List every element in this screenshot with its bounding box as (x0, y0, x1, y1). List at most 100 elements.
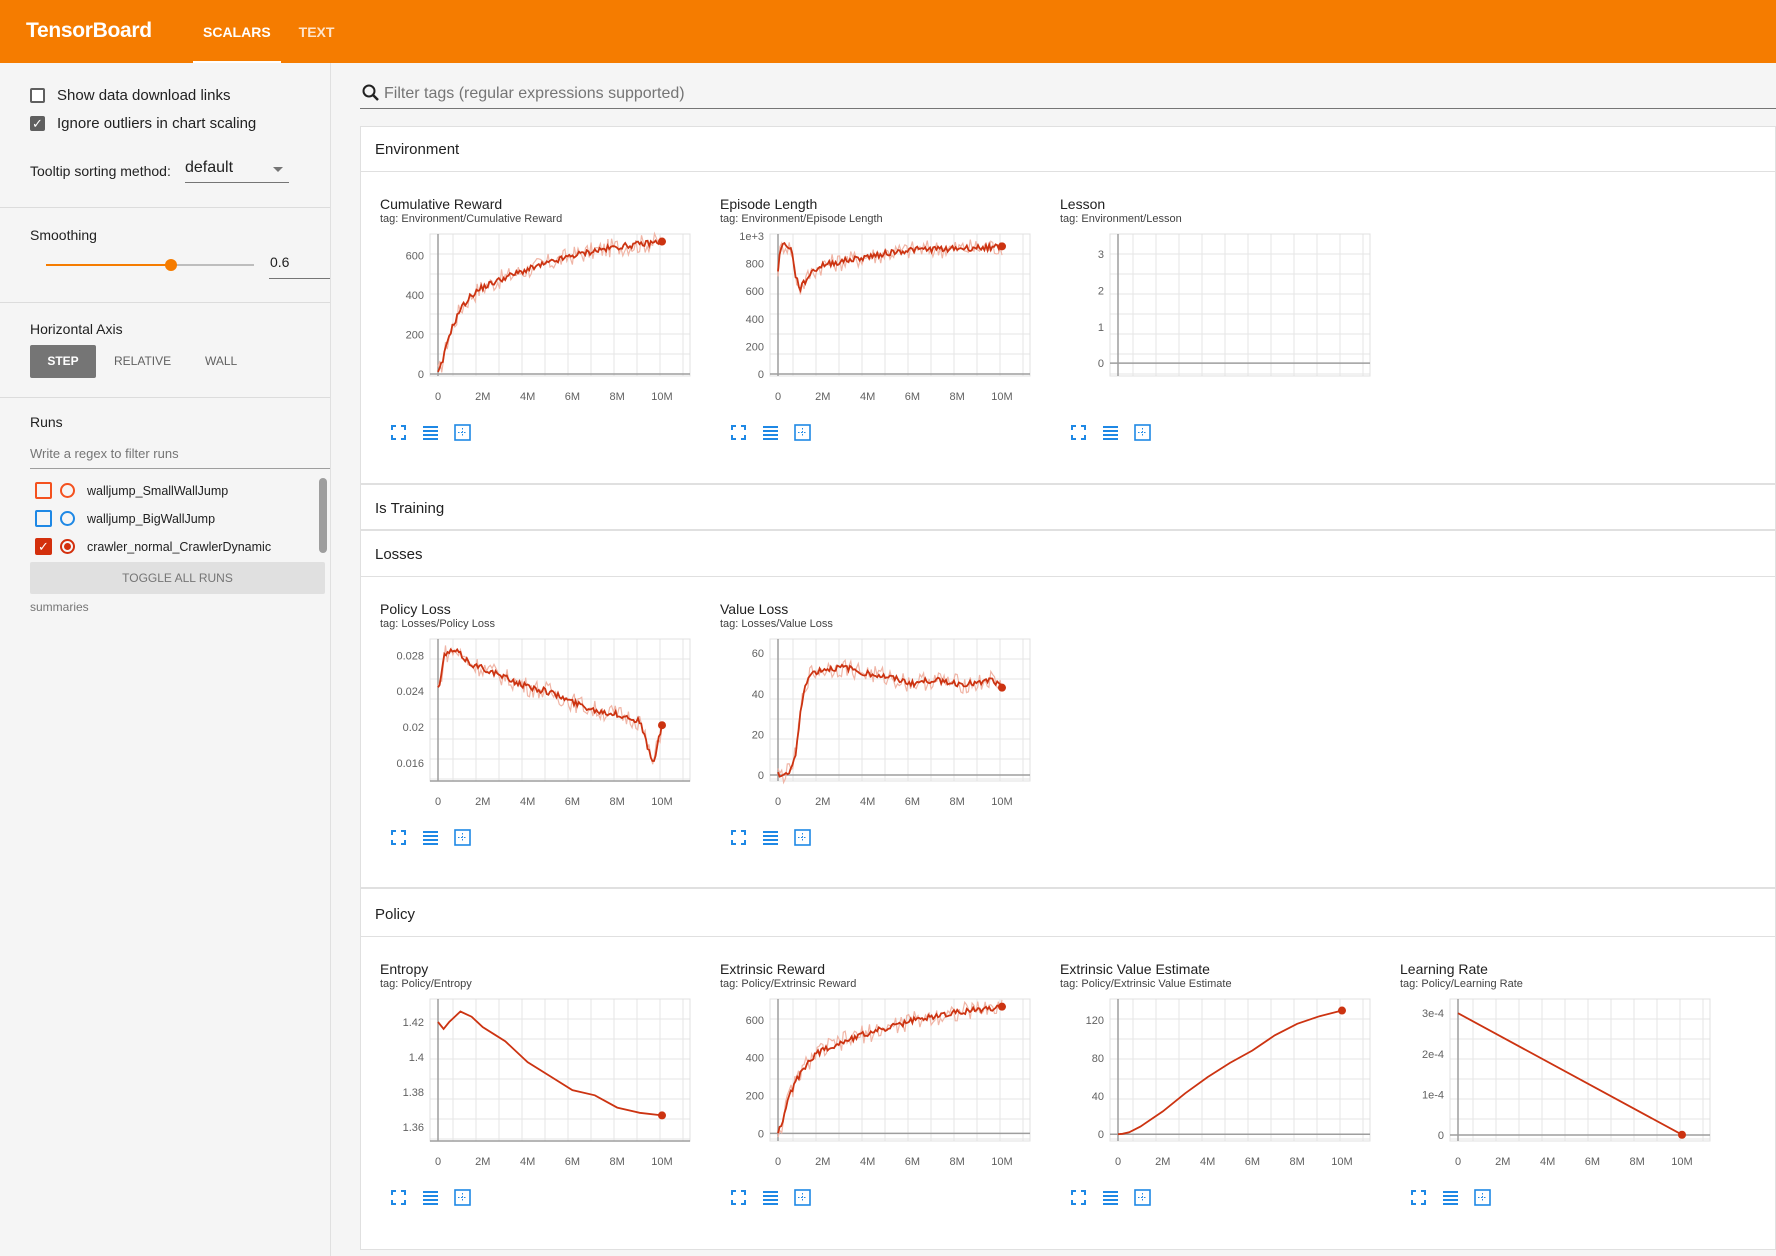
x-tick-label: 10M (651, 796, 672, 808)
run-item[interactable]: walljump_SmallWallJump (35, 482, 228, 499)
runs-scrollbar[interactable] (319, 478, 327, 553)
run-radio[interactable] (60, 539, 75, 554)
y-tick-label: 200 (406, 330, 424, 342)
x-tick-label: 2M (475, 796, 490, 808)
series-end-point (1678, 1130, 1686, 1139)
run-checkbox[interactable] (35, 482, 52, 499)
fit-domain-icon[interactable] (454, 829, 471, 846)
run-radio[interactable] (60, 511, 75, 526)
fit-domain-icon[interactable] (794, 424, 811, 441)
fit-domain-icon[interactable] (794, 829, 811, 846)
fit-domain-icon[interactable] (454, 424, 471, 441)
expand-icon[interactable] (1410, 1189, 1427, 1206)
chart-plot[interactable]: 0.016 0.02 0.024 0.028 0 2M 4M 6M 8M 10M (360, 631, 700, 811)
log-scale-icon[interactable] (422, 1189, 439, 1206)
y-tick-label: 600 (746, 286, 764, 298)
expand-icon[interactable] (390, 829, 407, 846)
chart-plot[interactable]: 0 20 40 60 0 2M 4M 6M 8M 10M (700, 631, 1040, 811)
chart-plot[interactable]: 0 200 400 600 0 2M 4M 6M 8M 10M (700, 991, 1040, 1171)
fit-domain-icon[interactable] (1134, 424, 1151, 441)
chart-plot[interactable]: 1.36 1.38 1.4 1.42 0 2M 4M 6M 8M 10M (360, 991, 700, 1171)
fit-domain-icon[interactable] (1474, 1189, 1491, 1206)
ignore-outliers-checkbox[interactable]: ✓ (30, 116, 45, 131)
x-tick-label: 0 (775, 796, 781, 808)
category-title[interactable]: Environment (375, 141, 460, 158)
run-item[interactable]: ✓ crawler_normal_CrawlerDynamic (35, 538, 271, 555)
x-tick-label: 10M (1671, 1156, 1692, 1168)
summaries-label: summaries (30, 600, 89, 614)
ignore-outliers-option[interactable]: ✓ Ignore outliers in chart scaling (30, 115, 256, 132)
series-end-point (998, 1002, 1006, 1011)
tab-text[interactable]: TEXT (298, 24, 335, 40)
log-scale-icon[interactable] (422, 829, 439, 846)
log-scale-icon[interactable] (1102, 424, 1119, 441)
log-scale-icon[interactable] (762, 424, 779, 441)
chart-plot[interactable]: 0 1e-4 2e-4 3e-4 0 2M 4M 6M 8M 10M (1380, 991, 1720, 1171)
expand-icon[interactable] (730, 424, 747, 441)
smoothing-value-input[interactable]: 0.6 (269, 254, 330, 279)
toggle-all-runs-button[interactable]: TOGGLE ALL RUNS (30, 562, 325, 594)
series-end-point (998, 683, 1006, 692)
app-title: TensorBoard (26, 19, 152, 42)
run-radio[interactable] (60, 483, 75, 498)
y-tick-label: 0 (1438, 1130, 1444, 1142)
chart-card: Policy Loss tag: Losses/Policy Loss 0.016 0… (360, 581, 700, 861)
log-scale-icon[interactable] (1442, 1189, 1459, 1206)
chart-card: Lesson tag: Environment/Lesson 0 1 2 3 (1040, 176, 1380, 456)
expand-icon[interactable] (730, 1189, 747, 1206)
run-checkbox[interactable]: ✓ (35, 538, 52, 555)
log-scale-icon[interactable] (1102, 1189, 1119, 1206)
category-title[interactable]: Is Training (375, 500, 445, 517)
chart-title: Policy Loss (380, 601, 451, 617)
run-item[interactable]: walljump_BigWallJump (35, 510, 215, 527)
category-title[interactable]: Losses (375, 546, 423, 563)
y-tick-label: 80 (1092, 1053, 1104, 1065)
expand-icon[interactable] (1070, 424, 1087, 441)
smoothing-slider-knob[interactable] (164, 259, 177, 271)
expand-icon[interactable] (390, 424, 407, 441)
series-line (777, 663, 1003, 778)
chart-title: Value Loss (720, 601, 789, 617)
radio-dot (64, 543, 71, 550)
y-tick-label: 0.02 (403, 722, 424, 734)
chart-plot[interactable]: 0 200 400 600 0 2M 4M 6M 8M 10M (360, 226, 700, 406)
axis-relative-button[interactable]: RELATIVE (114, 354, 172, 368)
x-tick-label: 2M (815, 391, 830, 403)
y-tick-label: 200 (746, 1091, 764, 1103)
fit-domain-icon[interactable] (1134, 1189, 1151, 1206)
y-tick-label: 1 (1098, 322, 1104, 334)
log-scale-icon[interactable] (762, 1189, 779, 1206)
tab-scalars[interactable]: SCALARS (193, 0, 281, 63)
chart-tag: tag: Policy/Entropy (380, 978, 472, 990)
run-checkbox[interactable] (35, 510, 52, 527)
axis-wall-button[interactable]: WALL (205, 354, 238, 368)
show-download-links-checkbox[interactable] (30, 88, 45, 103)
tooltip-sorting-dropdown[interactable]: default (185, 155, 289, 183)
tag-filter-input[interactable]: Filter tags (regular expressions support… (360, 76, 1776, 109)
y-tick-label: 1.38 (403, 1087, 424, 1099)
expand-icon[interactable] (730, 829, 747, 846)
expand-icon[interactable] (1070, 1189, 1087, 1206)
x-tick-label: 4M (1200, 1156, 1215, 1168)
check-icon: ✓ (32, 116, 43, 131)
log-scale-icon[interactable] (422, 424, 439, 441)
runs-filter-placeholder: Write a regex to filter runs (30, 446, 179, 461)
chart-plot[interactable]: 0 40 80 120 0 2M 4M 6M 8M 10M (1040, 991, 1380, 1171)
log-scale-icon[interactable] (762, 829, 779, 846)
chart-controls (390, 424, 486, 441)
chart-plot[interactable]: 0 1 2 3 (1040, 226, 1380, 406)
fit-domain-icon[interactable] (794, 1189, 811, 1206)
chart-card: Entropy tag: Policy/Entropy 1.36 1.38 1.4 1.4… (360, 941, 700, 1221)
x-tick-label: 4M (520, 391, 535, 403)
category-title[interactable]: Policy (375, 906, 416, 923)
show-download-links-option[interactable]: Show data download links (30, 87, 230, 104)
axis-step-button[interactable]: STEP (30, 345, 96, 378)
chart-plot[interactable]: 0 200 400 600 800 1e+3 0 2M 4M 6M 8M 10M (700, 226, 1040, 406)
search-icon (362, 84, 379, 101)
fit-domain-icon[interactable] (454, 1189, 471, 1206)
x-tick-label: 4M (520, 1156, 535, 1168)
chart-title: Episode Length (720, 196, 818, 212)
x-tick-label: 2M (475, 1156, 490, 1168)
expand-icon[interactable] (390, 1189, 407, 1206)
runs-filter-input[interactable]: Write a regex to filter runs (30, 438, 330, 469)
